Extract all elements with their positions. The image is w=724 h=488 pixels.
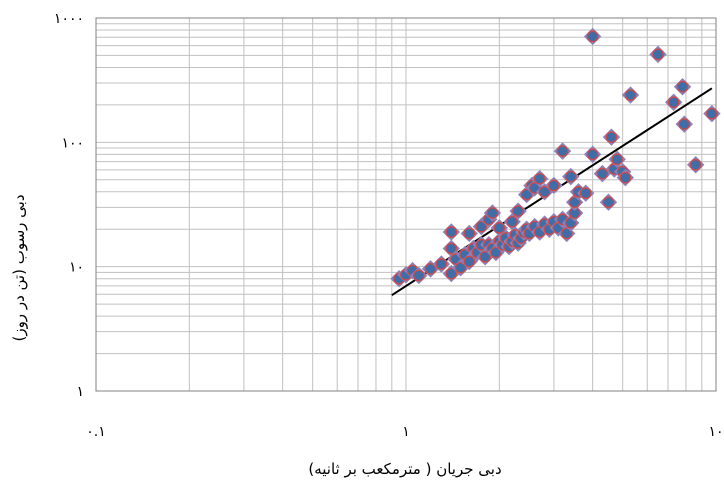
point-circle-marker [602,196,615,209]
point-circle-marker [548,179,560,192]
point-circle-marker [493,222,506,234]
point-circle-marker [676,80,689,93]
data-point [675,115,693,133]
data-point [460,224,478,243]
data-point [577,184,595,202]
data-point [410,266,428,285]
plot-area-border [95,17,717,392]
point-circle-marker [568,196,581,209]
point-circle-marker [586,30,599,43]
data-point [599,193,618,211]
point-circle-marker [556,145,569,157]
data-point [565,204,584,222]
point-circle-marker [564,170,577,183]
point-circle-marker [424,263,437,275]
gridlines [95,18,716,392]
x-tick-label: ۱ [402,424,410,440]
y-tick-label: ۱۰۰ [61,135,84,151]
point-circle-marker [706,107,718,120]
data-point [531,169,549,188]
data-point [432,255,451,273]
point-circle-marker [486,207,499,219]
data-point [673,78,692,96]
data-point [442,223,461,241]
data-point [558,224,576,243]
data-points [390,27,721,288]
point-circle-marker [579,187,592,200]
point-circle-marker [435,258,448,270]
y-tick-label: ۱ [76,384,84,400]
point-circle-marker [538,185,551,198]
x-tick-label: ۰.۱ [86,424,106,440]
point-circle-marker [596,167,609,180]
data-point [602,128,621,146]
data-point [553,142,572,160]
point-circle-marker [490,246,502,259]
data-point [583,27,602,46]
point-circle-marker [533,172,546,185]
point-circle-marker [454,261,467,274]
point-circle-marker [667,96,680,109]
point-circle-marker [506,215,519,228]
point-circle-marker [445,226,458,238]
point-circle-marker [479,250,491,263]
point-circle-marker [520,188,533,201]
data-point [460,252,478,271]
point-circle-marker [512,205,524,217]
data-point [608,150,626,169]
x-tick-label: ۱۰ [708,424,723,440]
point-circle-marker [412,269,425,282]
point-circle-marker [624,89,637,101]
point-circle-marker [652,48,664,61]
tick-labels: ۱ ۱۰ ۱۰۰ ۱۰۰۰ ۰.۱ ۱ ۱۰ [54,11,724,440]
point-circle-marker [475,220,488,233]
data-point [490,219,509,237]
data-point [509,202,527,220]
point-circle-marker [463,255,476,268]
data-point [703,104,721,123]
point-circle-marker [445,242,458,255]
point-circle-marker [560,227,573,240]
point-circle-marker [605,131,618,144]
y-tick-label: ۱۰ [69,260,84,276]
data-point [545,176,563,195]
x-axis-title: دبی جریان ( مترمکعب بر ثانیه) [308,460,501,478]
data-point [686,156,705,174]
point-circle-marker [463,227,476,240]
data-point [562,167,580,186]
point-circle-marker [445,267,458,280]
data-point [649,45,667,64]
y-tick-label: ۱۰۰۰ [54,11,84,27]
point-circle-marker [619,171,632,184]
data-point [621,86,640,104]
data-point [483,204,502,222]
data-point [664,93,683,111]
point-circle-marker [611,153,624,166]
point-circle-marker [689,158,702,171]
point-circle-marker [678,118,691,131]
data-point [616,168,635,187]
point-circle-marker [586,148,599,161]
y-axis-title: دبی رسوب (تن در روز) [10,194,28,341]
data-point [593,164,612,183]
data-point [583,145,602,164]
